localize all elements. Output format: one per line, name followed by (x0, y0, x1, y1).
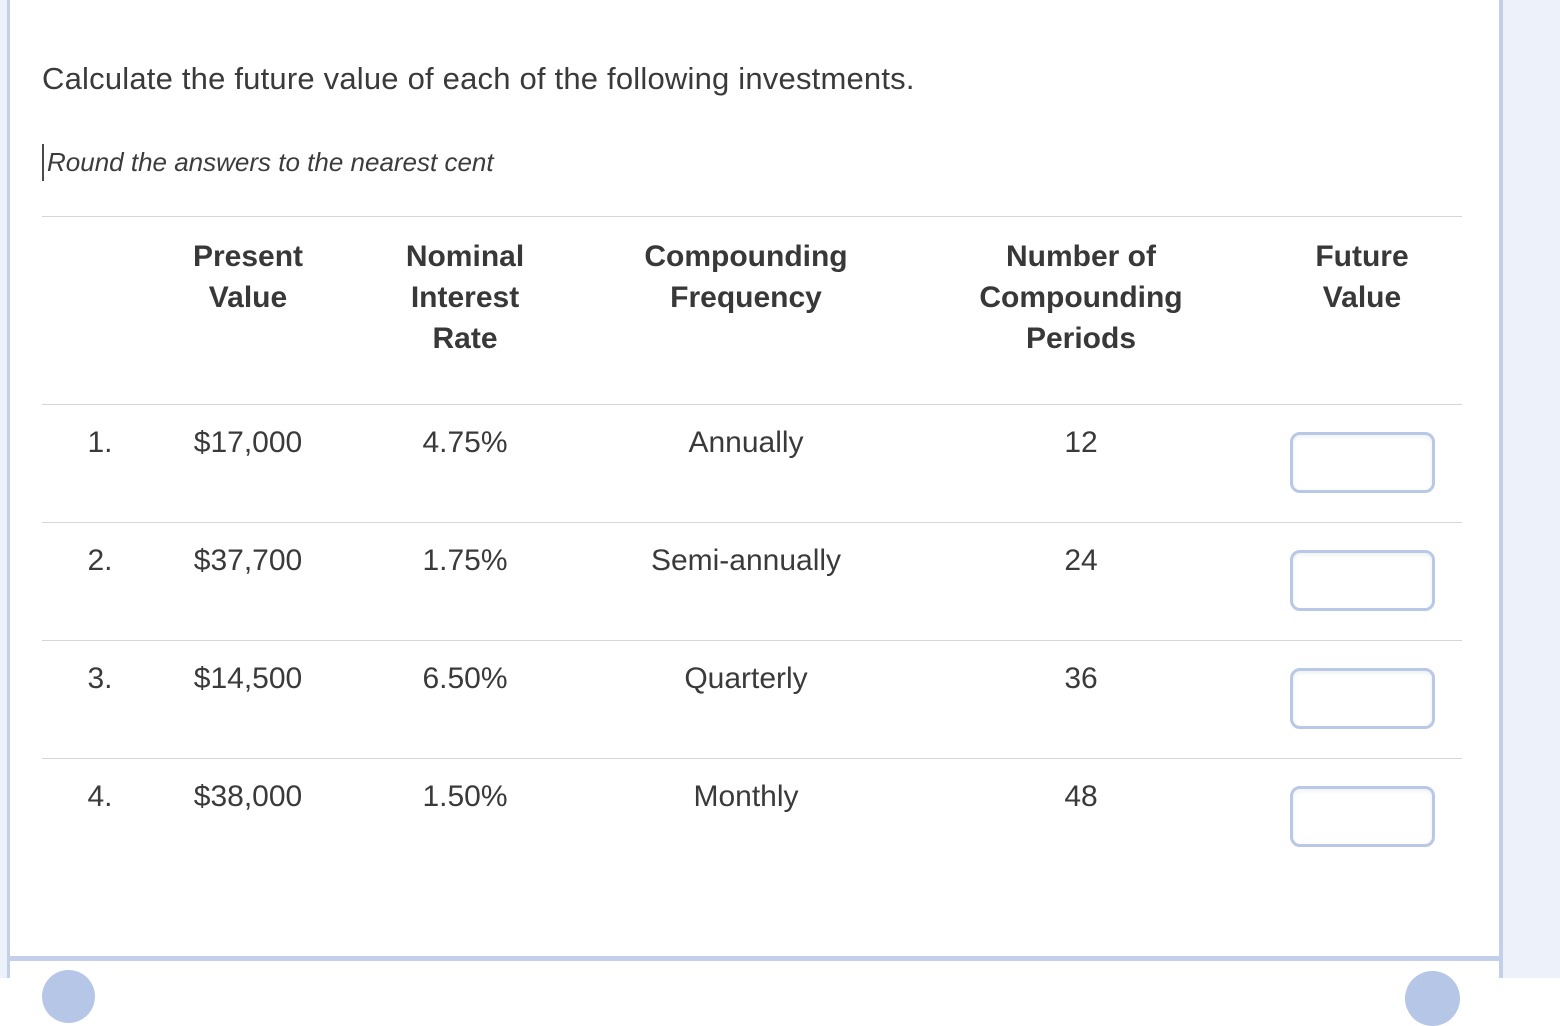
header-compounding-frequency: Compounding Frequency (592, 217, 900, 405)
question-instruction: Round the answers to the nearest cent (47, 147, 494, 177)
table-header-row: Present Value Nominal Interest Rate Comp… (42, 216, 1462, 405)
header-nominal-interest-rate: Nominal Interest Rate (338, 217, 592, 405)
table-row: 2. $37,700 1.75% Semi-annually 24 (42, 523, 1462, 641)
row-number-cell: 4. (87, 780, 113, 813)
future-value-cell (1262, 759, 1462, 877)
row-number-cell: 1. (87, 426, 113, 459)
table-row: 4. $38,000 1.50% Monthly 48 (42, 759, 1462, 877)
table-row: 3. $14,500 6.50% Quarterly 36 (42, 641, 1462, 759)
bottom-divider (10, 956, 1499, 961)
row-number-cell: 2. (87, 544, 113, 577)
header-future-value-label: Future Value (1315, 240, 1409, 314)
header-nominal-interest-rate-label: Nominal Interest Rate (405, 240, 525, 355)
right-page-margin (1499, 0, 1560, 978)
num-compounding-periods-cell: 48 (1064, 780, 1098, 813)
next-page-button[interactable] (1405, 971, 1460, 1026)
nominal-interest-rate-cell: 1.75% (422, 544, 508, 577)
question-panel: Calculate the future value of each of th… (10, 0, 1498, 956)
future-value-input-4[interactable] (1289, 786, 1435, 847)
header-number-of-compounding-periods-label: Number of Compounding Periods (979, 240, 1183, 355)
future-value-cell (1262, 405, 1462, 523)
row-number-cell: 3. (87, 662, 113, 695)
left-page-margin (0, 0, 10, 978)
present-value-cell: $37,700 (193, 544, 303, 577)
future-value-cell (1262, 523, 1462, 641)
question-title: Calculate the future value of each of th… (42, 61, 915, 96)
compounding-frequency-cell: Semi-annually (650, 544, 842, 577)
header-present-value: Present Value (158, 217, 338, 405)
header-compounding-frequency-label: Compounding Frequency (644, 240, 848, 314)
header-present-value-label: Present Value (192, 240, 304, 314)
header-future-value: Future Value (1262, 217, 1462, 405)
compounding-frequency-cell: Monthly (693, 780, 799, 813)
num-compounding-periods-cell: 12 (1064, 426, 1098, 459)
compounding-frequency-cell: Quarterly (684, 662, 808, 695)
future-value-input-1[interactable] (1289, 432, 1435, 493)
future-value-input-2[interactable] (1289, 550, 1435, 611)
table-row: 1. $17,000 4.75% Annually 12 (42, 405, 1462, 523)
header-row-number (42, 217, 158, 405)
compounding-frequency-cell: Annually (688, 426, 804, 459)
nominal-interest-rate-cell: 1.50% (422, 780, 508, 813)
future-value-input-3[interactable] (1289, 668, 1435, 729)
nominal-interest-rate-cell: 4.75% (422, 426, 508, 459)
future-value-cell (1262, 641, 1462, 759)
num-compounding-periods-cell: 24 (1064, 544, 1098, 577)
present-value-cell: $17,000 (193, 426, 303, 459)
nominal-interest-rate-cell: 6.50% (422, 662, 508, 695)
header-number-of-compounding-periods: Number of Compounding Periods (900, 217, 1262, 405)
text-cursor (42, 144, 44, 181)
investments-table: Present Value Nominal Interest Rate Comp… (42, 216, 1462, 877)
present-value-cell: $14,500 (193, 662, 303, 695)
num-compounding-periods-cell: 36 (1064, 662, 1098, 695)
instruction-row: Round the answers to the nearest cent (42, 144, 1498, 181)
present-value-cell: $38,000 (193, 780, 303, 813)
